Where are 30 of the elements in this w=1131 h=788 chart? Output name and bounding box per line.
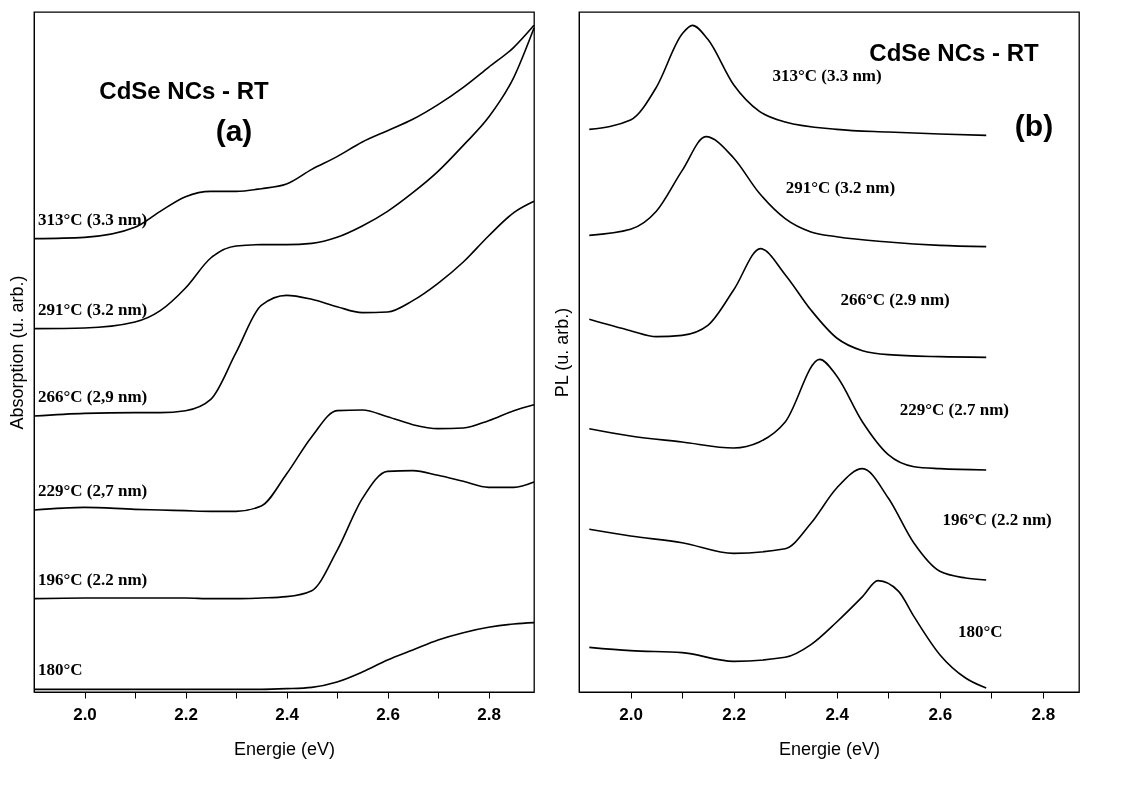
series-label: 313°C (3.3 nm) xyxy=(772,66,882,86)
series-label: 313°C (3.3 nm) xyxy=(38,209,148,229)
x-tick-label: 2.6 xyxy=(376,704,400,724)
text: (b) xyxy=(1014,109,1054,142)
x-tick-label: 2.8 xyxy=(477,704,501,724)
x-tick-label: 2.4 xyxy=(275,704,300,724)
series-label: 196°C (2.2 nm) xyxy=(38,569,148,589)
series-label: 229°C (2.7 nm) xyxy=(899,400,1009,420)
series-label: 229°C (2,7 nm) xyxy=(38,481,148,500)
series-label: 291°C (3.2 nm) xyxy=(38,299,148,319)
x-tick-label: 2.0 xyxy=(619,704,643,724)
x-axis-title: Energie (eV) xyxy=(778,738,881,759)
series-label: 266°C (2.9 nm) xyxy=(840,289,950,309)
series-label: 266°C (2,9 nm) xyxy=(38,387,148,406)
text: CdSe NCs - RT xyxy=(869,39,1040,66)
x-tick-label: 2.0 xyxy=(73,704,97,724)
x-tick-label: 2.6 xyxy=(928,704,953,724)
x-tick-label: 2.2 xyxy=(174,704,198,724)
y-axis-title: PL (u. arb.) xyxy=(551,307,572,398)
series-label: 196°C (2.2 nm) xyxy=(942,509,1052,529)
text: (a) xyxy=(215,114,253,147)
y-axis-title: Absorption (u. arb.) xyxy=(6,275,27,430)
series-label: 180°C xyxy=(957,621,1003,641)
x-tick-label: 2.2 xyxy=(722,704,746,724)
x-axis-title: Energie (eV) xyxy=(233,738,336,759)
x-tick-label: 2.8 xyxy=(1031,704,1056,724)
text: CdSe NCs - RT xyxy=(99,77,270,104)
x-tick-label: 2.4 xyxy=(825,704,850,724)
series-label: 180°C xyxy=(38,660,83,680)
series-label: 291°C (3.2 nm) xyxy=(785,177,896,197)
